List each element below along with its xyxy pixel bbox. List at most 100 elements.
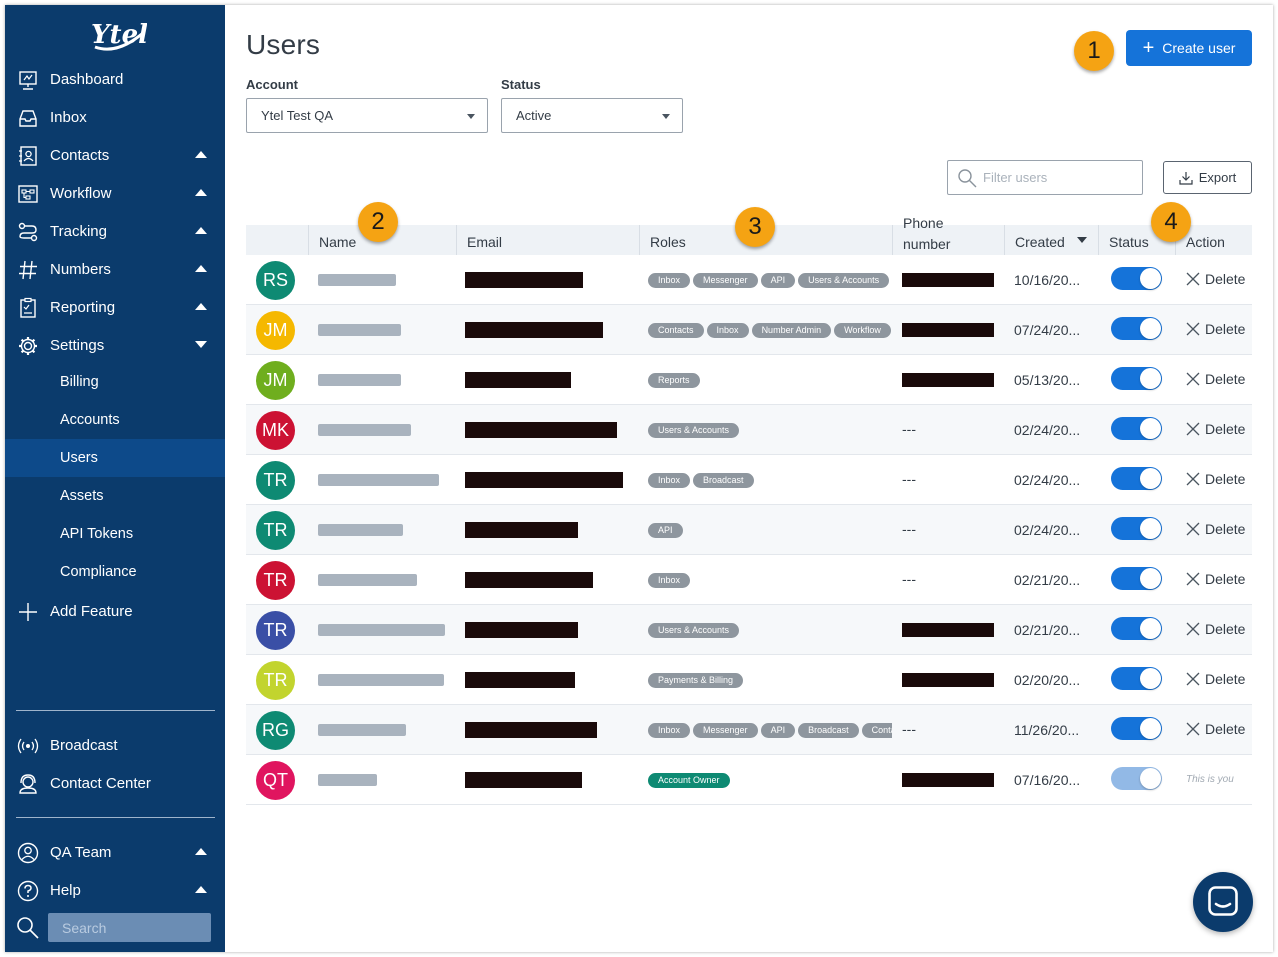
column-name[interactable]: Name (308, 225, 456, 255)
sort-down-icon[interactable] (1077, 237, 1087, 243)
toggle-knob (1140, 468, 1161, 489)
column-roles[interactable]: Roles (639, 225, 892, 255)
sidebar-subitem-compliance[interactable]: Compliance (5, 553, 225, 591)
status-toggle[interactable] (1111, 617, 1162, 640)
sidebar-item-numbers[interactable]: Numbers (5, 251, 225, 289)
redacted-phone (902, 273, 994, 287)
sidebar-item-contacts[interactable]: Contacts (5, 137, 225, 175)
sidebar-item-broadcast[interactable]: Broadcast (5, 727, 225, 765)
sidebar-item-workflow[interactable]: Workflow (5, 175, 225, 213)
sidebar-item-settings[interactable]: Settings (5, 327, 225, 365)
roles-cell: Users & Accounts (648, 623, 892, 641)
table-row[interactable]: TR Users & Accounts 02/21/20... Delete (246, 605, 1252, 655)
sidebar-item-label: Contacts (50, 147, 110, 164)
caret-up-icon[interactable] (195, 189, 207, 196)
toggle-knob (1140, 368, 1161, 389)
create-user-button[interactable]: + Create user (1126, 30, 1252, 66)
account-select-value: Ytel Test QA (261, 108, 334, 123)
sidebar-subitem-assets[interactable]: Assets (5, 477, 225, 515)
close-icon (1186, 722, 1200, 736)
caret-up-icon[interactable] (195, 886, 207, 893)
created-date: 07/24/20... (1014, 322, 1081, 338)
table-row[interactable]: RG InboxMessengerAPIBroadcastContacts --- 1… (246, 705, 1252, 755)
status-toggle[interactable] (1111, 417, 1162, 440)
status-toggle[interactable] (1111, 317, 1162, 340)
status-toggle[interactable] (1111, 517, 1162, 540)
status-filter-label: Status (501, 77, 541, 92)
delete-user-button[interactable]: Delete (1186, 471, 1245, 487)
status-toggle[interactable] (1111, 567, 1162, 590)
role-chip: Contacts (648, 323, 704, 338)
search-icon[interactable] (16, 916, 40, 940)
table-row[interactable]: TR Payments & Billing 02/20/20... Delete (246, 655, 1252, 705)
caret-up-icon[interactable] (195, 151, 207, 158)
column-created[interactable]: Created (1004, 225, 1098, 255)
table-row[interactable]: JM Reports 05/13/20... Delete (246, 355, 1252, 405)
status-toggle[interactable] (1111, 717, 1162, 740)
delete-user-button[interactable]: Delete (1186, 321, 1245, 337)
table-row[interactable]: TR Inbox --- 02/21/20... Delete (246, 555, 1252, 605)
sidebar-subitem-api-tokens[interactable]: API Tokens (5, 515, 225, 553)
table-row[interactable]: TR API --- 02/24/20... Delete (246, 505, 1252, 555)
sidebar-subitem-users[interactable]: Users (5, 439, 225, 477)
export-button[interactable]: Export (1163, 161, 1252, 194)
table-row[interactable]: RS Inbox Messenger API Users & Accounts 10/16… (246, 255, 1252, 305)
column-email[interactable]: Email (456, 225, 639, 255)
created-date: 10/16/20... (1014, 272, 1081, 288)
delete-user-button[interactable]: Delete (1186, 571, 1245, 587)
delete-user-button[interactable]: Delete (1186, 521, 1245, 537)
status-toggle[interactable] (1111, 467, 1162, 490)
delete-user-button[interactable]: Delete (1186, 421, 1245, 437)
caret-up-icon[interactable] (195, 848, 207, 855)
delete-user-button[interactable]: Delete (1186, 721, 1245, 737)
delete-user-button[interactable]: Delete (1186, 371, 1245, 387)
status-toggle[interactable] (1111, 367, 1162, 390)
table-row[interactable]: MK Users & Accounts --- 02/24/20... Delete (246, 405, 1252, 455)
table-row[interactable]: JM Contacts Inbox Number Admin Workflow 07/24… (246, 305, 1252, 355)
status-toggle[interactable] (1111, 267, 1162, 290)
toggle-knob (1140, 418, 1161, 439)
close-icon (1186, 422, 1200, 436)
sidebar-subitem-accounts[interactable]: Accounts (5, 401, 225, 439)
chat-launcher-button[interactable] (1193, 872, 1253, 932)
redacted-name (318, 474, 439, 486)
role-chip: Payments & Billing (648, 673, 744, 688)
table-row[interactable]: TR Inbox Broadcast --- 02/24/20... Delete (246, 455, 1252, 505)
sidebar-item-contact-center[interactable]: Contact Center (5, 765, 225, 803)
sidebar-item-reporting[interactable]: Reporting (5, 289, 225, 327)
sidebar-item-add-feature[interactable]: Add Feature (5, 593, 225, 631)
status-select[interactable]: Active (501, 98, 683, 133)
column-phone[interactable]: Phone number (892, 215, 1004, 255)
account-select[interactable]: Ytel Test QA (246, 98, 488, 133)
table-row[interactable]: QT Account Owner 07/16/20... This is you (246, 755, 1252, 805)
status-toggle[interactable] (1111, 667, 1162, 690)
self-indicator: This is you (1186, 774, 1234, 785)
filter-users-input[interactable]: Filter users (947, 160, 1143, 195)
sidebar-subitem-billing[interactable]: Billing (5, 363, 225, 401)
caret-up-icon[interactable] (195, 227, 207, 234)
sidebar-subitem-label: Assets (60, 488, 104, 504)
caret-up-icon[interactable] (195, 265, 207, 272)
phone-empty: --- (902, 521, 916, 537)
sidebar-item-dashboard[interactable]: Dashboard (5, 61, 225, 99)
redacted-phone (902, 623, 994, 637)
role-chip: Users & Accounts (648, 623, 740, 638)
callout-marker: 1 (1074, 31, 1114, 71)
column-status[interactable]: Status (1098, 225, 1175, 255)
roles-cell: Account Owner (648, 773, 892, 791)
delete-user-button[interactable]: Delete (1186, 621, 1245, 637)
delete-user-button[interactable]: Delete (1186, 271, 1245, 287)
contacts-icon (19, 146, 37, 166)
ytel-logo[interactable]: Ytel (87, 15, 147, 55)
caret-up-icon[interactable] (195, 303, 207, 310)
sidebar-search-input[interactable]: Search (48, 913, 211, 942)
delete-user-button[interactable]: Delete (1186, 671, 1245, 687)
caret-down-icon[interactable] (195, 341, 207, 348)
delete-label: Delete (1205, 571, 1246, 587)
sidebar-item-qa-team[interactable]: QA Team (5, 834, 225, 872)
avatar: TR (256, 611, 295, 650)
sidebar-item-tracking[interactable]: Tracking (5, 213, 225, 251)
sidebar-item-inbox[interactable]: Inbox (5, 99, 225, 137)
roles-cell: InboxMessengerAPIBroadcastContacts (648, 723, 892, 741)
sidebar-item-help[interactable]: Help (5, 872, 225, 910)
